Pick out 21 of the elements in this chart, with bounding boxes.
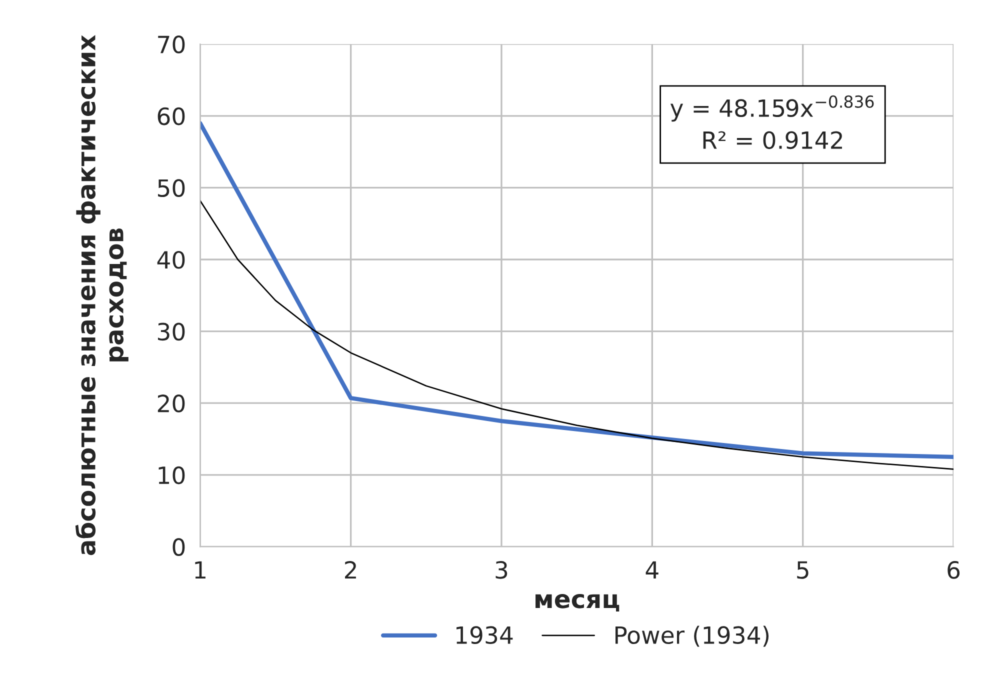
line-series: [200, 120, 954, 460]
y-tick-label: 50: [158, 179, 185, 198]
x-tick-label: 3: [496, 561, 508, 579]
x-tick-label: 5: [797, 561, 808, 579]
line-series: [200, 200, 954, 470]
x-axis-title: месяц: [536, 594, 620, 612]
y-tick-label: 0: [172, 538, 185, 556]
x-tick-label: 2: [345, 561, 356, 579]
y-tick-label: 20: [158, 394, 185, 412]
x-tick-label: 6: [948, 561, 960, 579]
y-tick-label: 30: [158, 322, 185, 341]
y-tick-label: 60: [158, 107, 185, 126]
text: y = 48.159x$^{−0.836}$ R² = 0.9142: [670, 95, 874, 150]
y-tick-label: 10: [158, 466, 185, 484]
x-tick-label: 1: [195, 561, 206, 579]
legend-label: Power (1934): [615, 626, 769, 647]
y-axis-title: абсолютные значения фактических расходов: [75, 35, 128, 556]
y-tick-label: 70: [158, 36, 185, 54]
y-tick-label: 40: [157, 250, 185, 269]
x-tick-label: 4: [646, 561, 658, 579]
legend-label: 1934: [456, 626, 513, 644]
